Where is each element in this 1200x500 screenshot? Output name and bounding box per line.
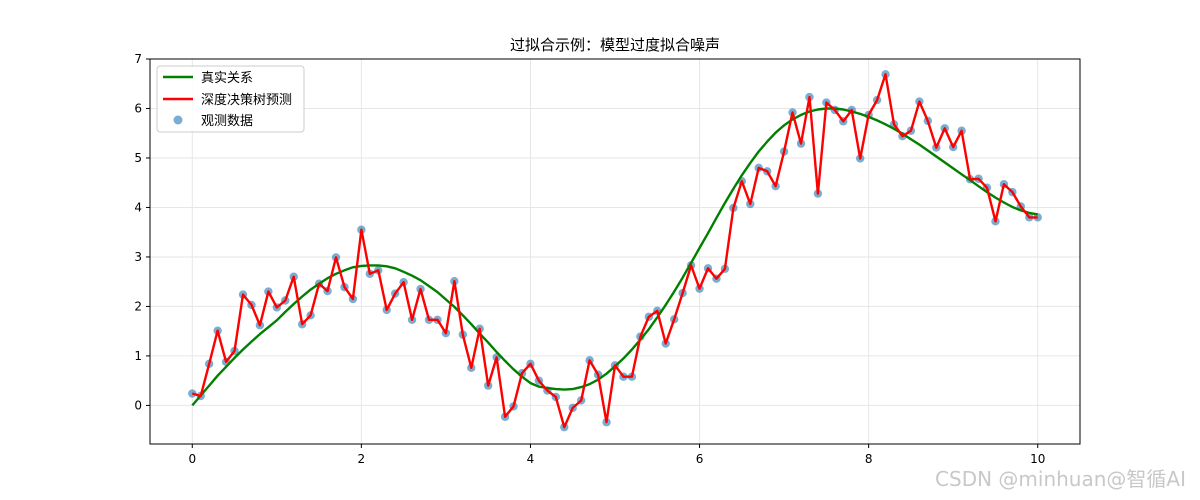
y-tick-label: 0 — [134, 398, 142, 412]
x-tick-label: 8 — [865, 452, 873, 466]
observed-data-point — [1033, 213, 1042, 222]
x-tick-label: 0 — [188, 452, 196, 466]
tree-prediction-line — [191, 73, 1038, 429]
observed-data-point — [188, 389, 197, 398]
legend-label-true-relation: 真实关系 — [201, 71, 253, 86]
legend-label-observed-data: 观测数据 — [201, 114, 253, 129]
legend-frame — [156, 65, 305, 133]
y-tick-label: 7 — [134, 52, 142, 66]
y-tick-label: 6 — [134, 101, 142, 115]
legend-swatch-observed-data — [173, 115, 183, 125]
plot-area-frame — [149, 58, 1081, 445]
legend: 真实关系 深度决策树预测 观测数据 — [156, 65, 305, 133]
x-tick-label: 4 — [527, 452, 535, 466]
series-layer — [188, 70, 1042, 432]
chart-title: 过拟合示例：模型过度拟合噪声 — [510, 36, 720, 54]
y-tick-label: 1 — [134, 349, 142, 363]
y-tick-label: 3 — [134, 250, 142, 264]
y-tick-label: 5 — [134, 151, 142, 165]
x-tick-label: 2 — [358, 452, 366, 466]
ticks-layer: 0 2 4 6 8 10 0 1 2 3 4 5 6 7 — [134, 52, 1045, 466]
y-tick-label: 2 — [134, 299, 142, 313]
y-tick-label: 4 — [134, 200, 142, 214]
watermark: CSDN @minhuan@智循AI — [935, 467, 1186, 491]
x-tick-label: 10 — [1030, 452, 1045, 466]
legend-label-tree-prediction: 深度决策树预测 — [201, 92, 292, 108]
x-tick-label: 6 — [696, 452, 704, 466]
